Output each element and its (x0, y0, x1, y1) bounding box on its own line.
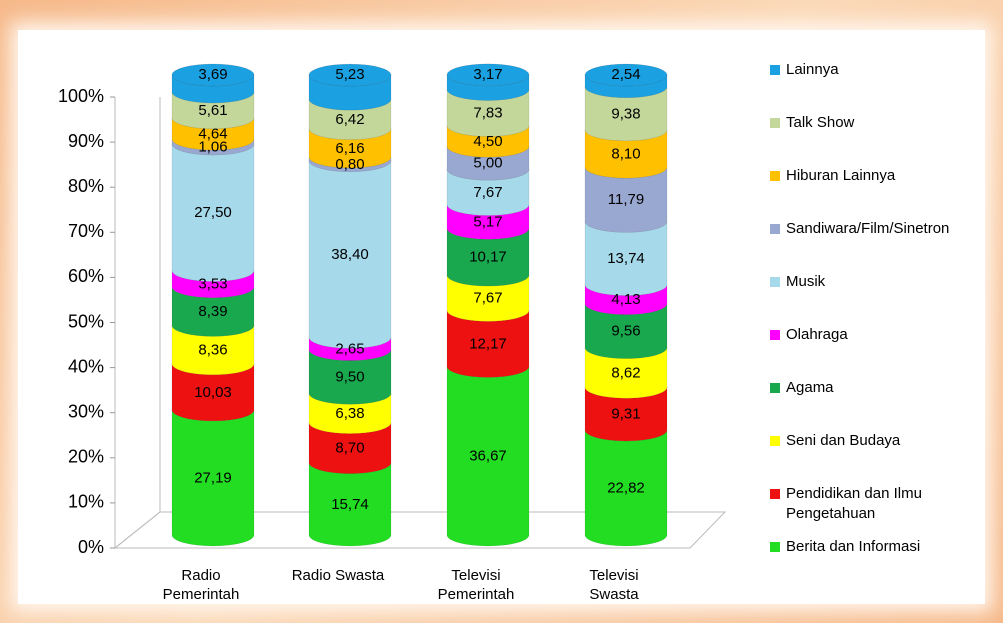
cylinder-top (584, 63, 668, 87)
value-label: 6,38 (335, 405, 364, 422)
legend-entry: Hiburan Lainnya (770, 166, 971, 186)
value-label: 10,17 (469, 249, 507, 266)
legend-entry: Pendidikan dan Ilmu Pengetahuan (770, 484, 971, 524)
y-tick-label: 20% (68, 447, 104, 467)
value-label: 9,31 (611, 406, 640, 423)
floor (113, 511, 727, 549)
legend-entry: Talk Show (770, 113, 971, 133)
cylinder-top (308, 63, 392, 87)
value-label: 2,65 (335, 340, 364, 357)
value-label: 4,64 (198, 125, 227, 142)
y-tick-label: 30% (68, 401, 104, 421)
value-label: 3,53 (198, 276, 227, 293)
y-tick-label: 50% (68, 311, 104, 331)
legend-swatch (770, 330, 780, 340)
legend-swatch (770, 277, 780, 287)
value-label: 9,50 (335, 368, 364, 385)
cylinder-top (446, 63, 530, 87)
legend-entry: Berita dan Informasi (770, 537, 971, 557)
value-label: 8,62 (611, 364, 640, 381)
value-label: 7,67 (473, 184, 502, 201)
value-label: 8,39 (198, 303, 227, 320)
legend-swatch (770, 383, 780, 393)
value-label: 8,70 (335, 440, 364, 457)
value-label: 5,00 (473, 155, 502, 172)
legend-entry: Agama (770, 378, 971, 398)
value-label: 8,10 (611, 145, 640, 162)
value-label: 22,82 (607, 479, 645, 496)
legend-swatch (770, 542, 780, 552)
value-label: 38,40 (331, 246, 369, 263)
value-label: 4,13 (611, 291, 640, 308)
y-tick-label: 70% (68, 221, 104, 241)
value-label: 8,36 (198, 342, 227, 359)
y-tick-label: 0% (78, 537, 104, 557)
value-label: 6,42 (335, 111, 364, 128)
legend-swatch (770, 65, 780, 75)
legend-swatch (770, 489, 780, 499)
value-label: 1,06 (198, 139, 227, 156)
y-tick-label: 90% (68, 131, 104, 151)
value-label: 36,67 (469, 448, 507, 465)
value-label: 27,50 (194, 204, 232, 221)
x-tick-label: Radio Pemerintah (162, 567, 240, 603)
value-label: 9,56 (611, 323, 640, 340)
value-label: 11,79 (608, 191, 644, 208)
x-tick-label: Televisi Pemerintah (437, 567, 515, 603)
value-label: 13,74 (607, 250, 645, 267)
legend-swatch (770, 171, 780, 181)
legend-entry: Lainnya (770, 60, 971, 80)
legend-entry: Seni dan Budaya (770, 431, 971, 451)
value-label: 3,17 (473, 66, 502, 83)
y-tick-label: 60% (68, 266, 104, 286)
value-label: 7,67 (473, 290, 502, 307)
legend-swatch (770, 224, 780, 234)
value-label: 9,38 (611, 105, 640, 122)
value-label: 6,16 (335, 140, 364, 157)
legend-entry: Sandiwara/Film/Sinetron (770, 219, 971, 239)
value-label: 27,19 (194, 469, 232, 486)
legend-entry: Olahraga (770, 325, 971, 345)
y-tick-label: 40% (68, 356, 104, 376)
wall (114, 97, 161, 550)
value-label: 12,17 (469, 335, 507, 352)
value-label: 7,83 (473, 104, 502, 121)
value-label: 3,69 (198, 66, 227, 83)
value-label: 5,23 (335, 66, 364, 83)
legend-entry: Musik (770, 272, 971, 292)
x-tick-label: Radio Swasta (291, 567, 385, 584)
x-tick-label: Televisi Swasta (589, 567, 639, 603)
y-tick-label: 80% (68, 176, 104, 196)
value-label: 0,80 (335, 156, 364, 173)
value-label: 15,74 (331, 496, 369, 513)
value-label: 2,54 (611, 66, 640, 83)
legend-swatch (770, 436, 780, 446)
cylinder-top (171, 63, 255, 87)
value-label: 5,61 (198, 102, 227, 119)
y-tick-label: 10% (68, 492, 104, 512)
y-tick-label: 100% (58, 86, 104, 106)
legend-swatch (770, 118, 780, 128)
value-label: 10,03 (194, 384, 232, 401)
value-label: 5,17 (473, 213, 502, 230)
value-label: 4,50 (473, 133, 502, 150)
